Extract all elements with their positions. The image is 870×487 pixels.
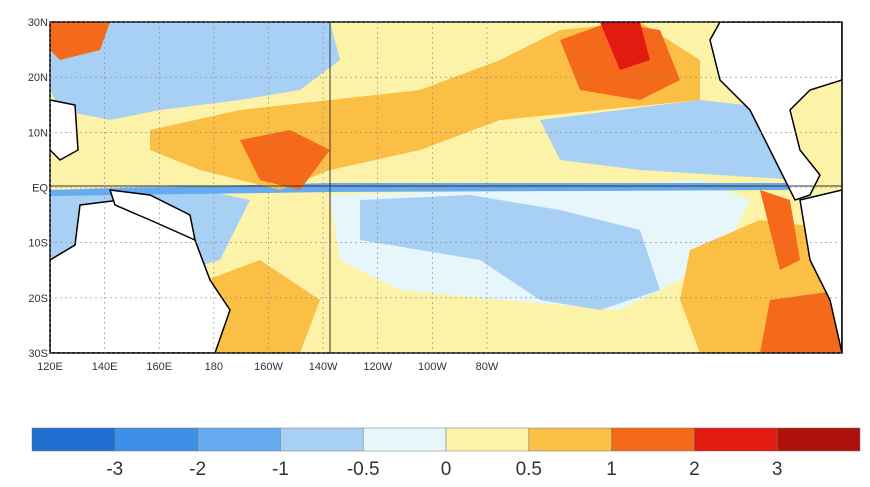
colorbar-swatch [280,427,364,452]
lon-label: 160E [146,361,172,373]
lon-axis: 120E 140E 160E 180 160W 140W 120W 100W 80W [37,22,499,373]
new-guinea-land [108,189,197,242]
lat-label: 30S [28,348,48,360]
anomaly-negative-nw [50,22,340,120]
colorbar-label: -0.5 [347,459,380,480]
colorbar-swatch [611,427,695,452]
philippines-land [50,99,79,161]
colorbar-label: 0.5 [516,459,542,480]
anomaly-positive-warmpool [240,130,330,190]
lat-axis: 30N 20N 10N EQ 10S 20S 30S [28,17,842,360]
central-america-land [709,22,842,201]
colorbar-label: 1 [606,459,617,480]
anomaly-positive-south [760,290,842,353]
colorbar-label: -1 [272,459,289,480]
colorbar-label: 2 [689,459,700,480]
south-america-land [799,189,842,353]
anomaly-strong-ne [600,22,650,70]
lat-label: 30N [28,17,48,29]
lon-label: 140W [309,361,338,373]
colorbar-swatch [528,427,612,452]
lat-label: 20S [28,293,48,305]
colorbar-label: -2 [189,459,206,480]
lat-label: 20N [28,72,48,84]
lon-label: 80W [476,361,499,373]
lon-label: 120E [37,361,63,373]
anomaly-negative-cp [360,195,660,310]
lat-label: EQ [32,183,48,195]
colorbar-label: 0 [441,459,452,480]
colorbar-label: 3 [772,459,783,480]
lat-label: 10N [28,127,48,139]
lat-label: 10S [28,238,48,250]
colorbar-swatch [31,427,116,452]
colorbar-swatch [694,427,778,452]
colorbar: -3 -2 -1 -0.5 0 0.5 1 2 3 [31,427,861,480]
colorbar-swatch [197,427,281,452]
lon-label: 100W [418,361,447,373]
colorbar-swatch [362,427,447,452]
colorbar-label: -3 [106,459,123,480]
colorbar-swatch [776,427,861,452]
anomaly-positive-nw [50,22,110,60]
colorbar-swatch [445,427,530,452]
lon-label: 160W [254,361,283,373]
lon-label: 140E [92,361,118,373]
anomaly-positive-coast [760,190,800,270]
colorbar-swatch [114,427,198,452]
lon-label: 180 [205,361,223,373]
lon-label: 120W [363,361,392,373]
anomaly-negative-ne [540,100,800,180]
